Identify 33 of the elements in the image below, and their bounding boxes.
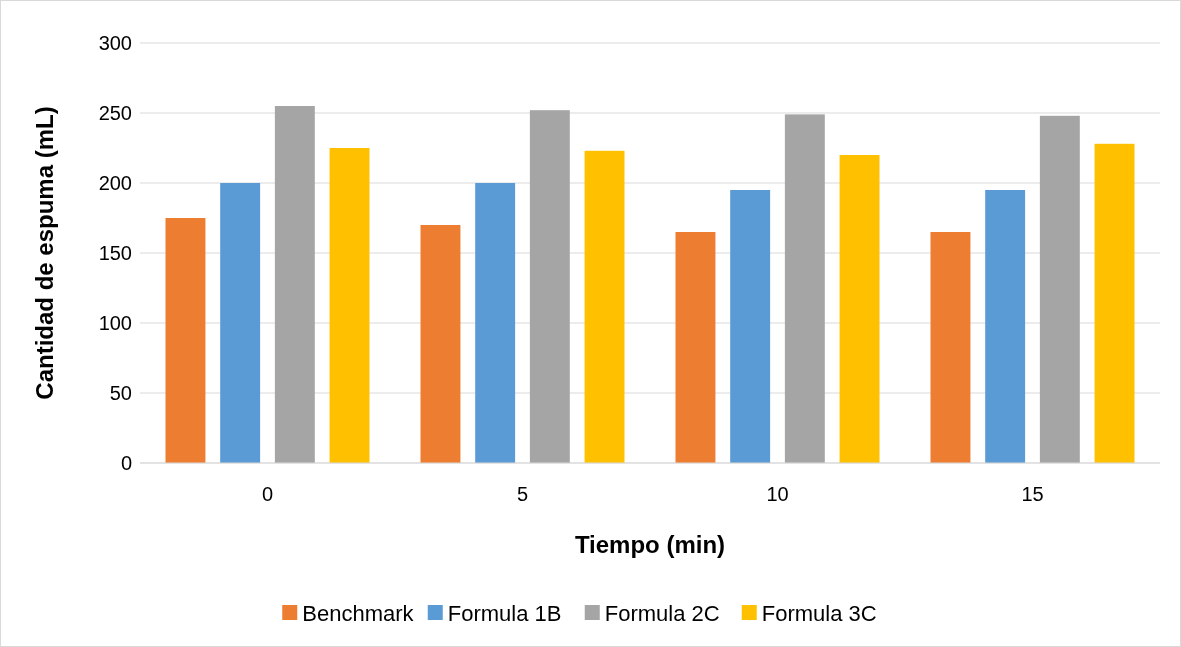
legend-label: Formula 2C (604, 600, 720, 626)
x-axis-title: Tiempo (min) (574, 531, 726, 558)
y-tick-label: 0 (120, 452, 132, 474)
bar (329, 148, 370, 463)
legend-label: Formula 3C (761, 600, 877, 626)
bar (165, 218, 206, 463)
legend-label: Benchmark (302, 600, 415, 626)
bar (1039, 115, 1080, 463)
bar (784, 114, 825, 463)
y-tick-label: 250 (98, 102, 132, 124)
bar (475, 183, 516, 463)
bar (1094, 143, 1135, 463)
bar (675, 232, 716, 463)
y-tick-label: 50 (109, 382, 132, 404)
bar (420, 225, 461, 463)
x-tick-label: 5 (516, 483, 529, 505)
bar (584, 150, 625, 463)
y-tick-label: 300 (98, 32, 132, 54)
y-tick-label: 100 (98, 312, 132, 334)
legend-label: Formula 1B (447, 600, 562, 626)
bar (985, 190, 1026, 463)
y-tick-label: 150 (98, 242, 132, 264)
x-tick-label: 0 (261, 483, 274, 505)
bar (730, 190, 771, 463)
x-tick-label: 15 (1021, 483, 1044, 505)
x-tick-label: 10 (766, 483, 789, 505)
bar (930, 232, 971, 463)
y-tick-label: 200 (98, 172, 132, 194)
bar (220, 183, 261, 463)
bar (839, 155, 880, 463)
bar (274, 106, 315, 463)
bar (529, 110, 570, 463)
y-axis-title: Cantidad de espuma (mL) (31, 106, 59, 400)
